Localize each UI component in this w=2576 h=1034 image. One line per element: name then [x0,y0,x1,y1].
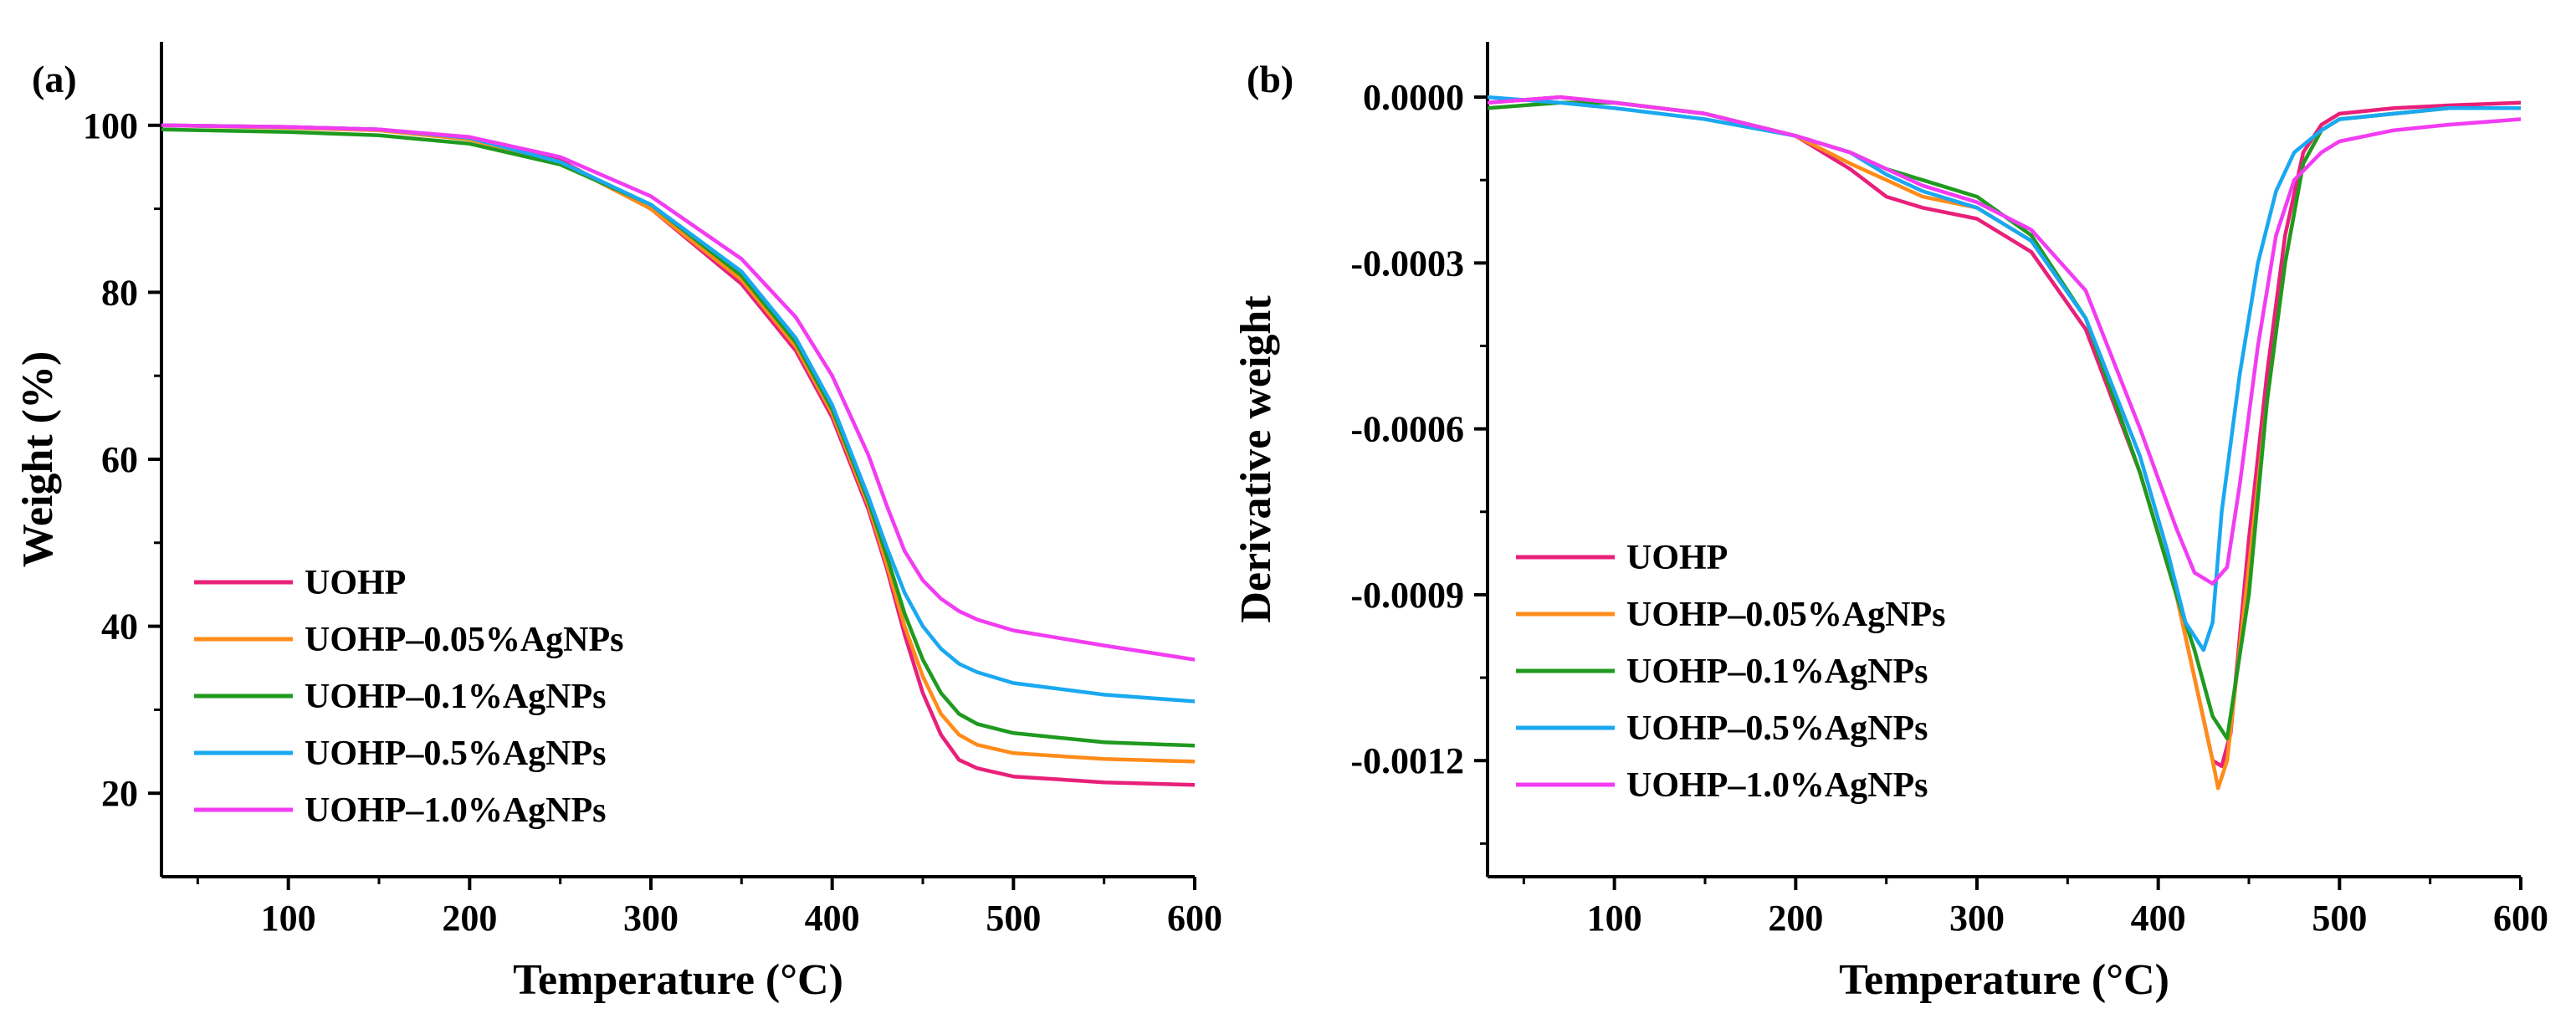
legend-label: UOHP [1626,539,1728,577]
x-tick-label: 100 [261,898,316,939]
y-tick-label: 40 [101,607,138,648]
y-tick-label: 60 [101,439,138,480]
panel-a-weight-chart: 100 200 300 400 500 60020406080100(a)Temperat… [14,42,1222,1004]
legend-label: UOHP–0.5%AgNPs [1626,709,1928,748]
legend-label: UOHP–0.5%AgNPs [305,735,607,773]
y-tick-label: -0.0012 [1350,740,1464,781]
x-tick-label: 300 [623,898,679,939]
legend: UOHP UOHP–0.05%AgNPs UOHP–0.1%AgNPs UOHP–0.… [194,564,624,830]
series-line-uohp-1.0%agnps [1488,95,2521,586]
y-tick-label: 80 [101,272,138,313]
legend: UOHP UOHP–0.05%AgNPs UOHP–0.1%AgNPs UOHP–0.… [1516,539,1946,805]
y-axis-title: Weight (%) [14,351,62,568]
x-tick-label: 600 [2493,898,2548,939]
y-tick-label: -0.0006 [1350,409,1464,450]
x-axis-title: Temperature (°C) [513,956,843,1004]
y-tick-label: 20 [101,773,138,814]
legend-label: UOHP–0.05%AgNPs [305,621,624,659]
legend-label: UOHP–0.05%AgNPs [1626,596,1946,634]
legend-label: UOHP–1.0%AgNPs [305,791,607,830]
series-line-uohp-0.05%agnps [161,123,1195,764]
x-tick-label: 400 [2131,898,2186,939]
x-axis-title: Temperature (°C) [1839,956,2169,1004]
y-axis-title: Derivative weight [1232,295,1280,623]
legend-label: UOHP–0.1%AgNPs [1626,653,1928,691]
panel-label-a: (a) [32,58,77,100]
series-line-uohp-0.5%agnps [161,123,1195,704]
y-tick-label: -0.0009 [1350,575,1464,616]
series-line-uohp-1.0%agnps [161,123,1195,662]
x-tick-label: 400 [805,898,860,939]
panel-b-derivative-chart: 100 200 300 400 500 600 0.0000 -0.0003 -0.0006 -0… [1232,42,2548,1004]
x-tick-label: 500 [2312,898,2367,939]
x-tick-label: 300 [1949,898,2005,939]
legend-label: UOHP–1.0%AgNPs [1626,766,1928,805]
x-tick-label: 200 [1768,898,1823,939]
y-tick-label: -0.0003 [1350,243,1464,284]
x-tick-label: 100 [1587,898,1642,939]
x-tick-label: 200 [442,898,497,939]
legend-label: UOHP [305,564,406,602]
series-line-uohp-0.1%agnps [1488,100,2521,741]
panel-label-b: (b) [1247,58,1293,100]
x-tick-label: 600 [1167,898,1222,939]
legend-label: UOHP–0.1%AgNPs [305,678,607,716]
y-tick-label: 0.0000 [1363,77,1464,118]
x-tick-label: 500 [986,898,1041,939]
y-tick-label: 100 [83,105,138,146]
